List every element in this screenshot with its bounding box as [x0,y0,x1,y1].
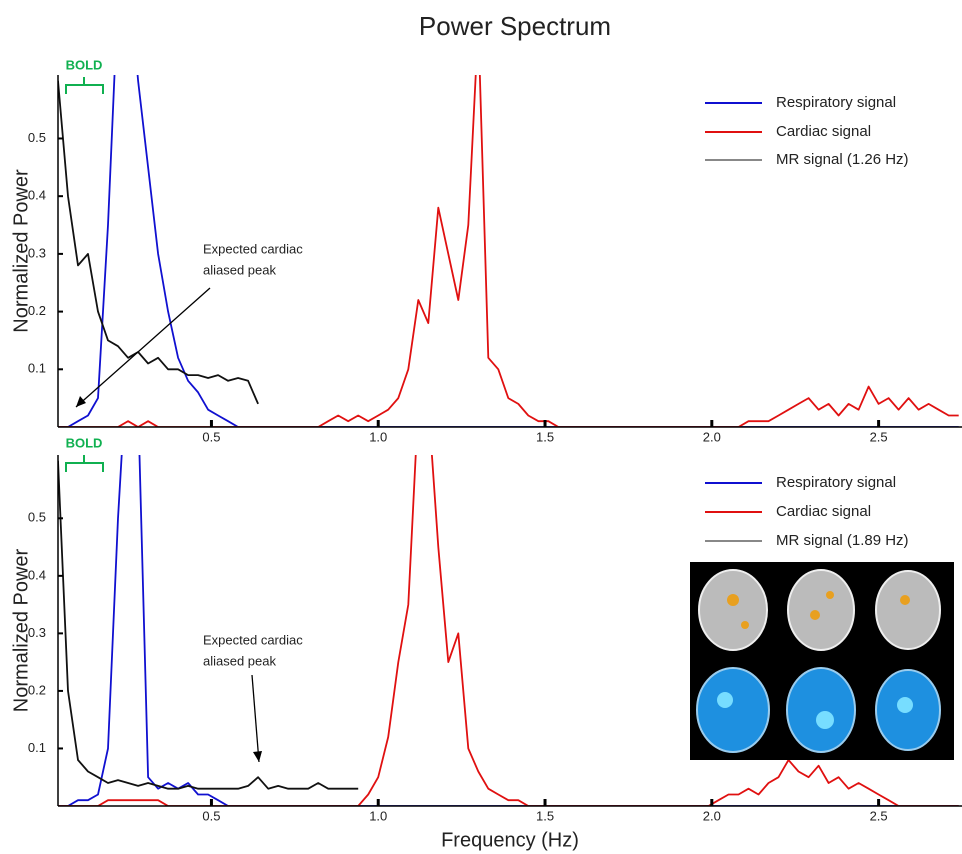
y-tick-label: 0.4 [28,188,46,203]
y-tick-label: 0.3 [28,625,46,640]
plot-area [58,75,959,427]
legend-label: Respiratory signal [776,474,896,491]
series-line [58,460,359,790]
y-tick-label: 0.5 [28,510,46,525]
x-tick-label: 1.5 [536,429,554,444]
bold-brace [65,455,104,472]
annotation-text: Expected cardiac [203,241,303,256]
x-tick-label: 1.5 [536,808,554,823]
y-tick-label: 0.2 [28,303,46,318]
legend-label: MR signal (1.89 Hz) [776,532,909,549]
y-axis-label: Normalized Power [10,169,32,333]
x-tick-label: 2.0 [703,808,721,823]
legend-label: MR signal (1.26 Hz) [776,151,909,168]
annotation-arrow [251,674,260,763]
x-tick-label: 0.5 [202,429,220,444]
x-axis-label: Frequency (Hz) [441,829,579,851]
series-line [58,455,959,806]
annotation-text: aliased peak [203,262,276,277]
x-tick-label: 2.5 [870,429,888,444]
series-line [58,75,959,427]
plot-area [58,455,959,806]
y-tick-label: 0.1 [28,740,46,755]
x-tick-label: 2.0 [703,429,721,444]
arrow-head [253,751,262,762]
series-line [58,80,259,405]
x-tick-label: 2.5 [870,808,888,823]
x-tick-label: 1.0 [369,808,387,823]
legend-label: Respiratory signal [776,94,896,111]
y-tick-label: 0.4 [28,567,46,582]
annotation-text: Expected cardiac [203,632,303,647]
chart-title: Power Spectrum [419,11,611,41]
series-line [58,455,959,806]
bold-brace [65,77,104,94]
y-tick-label: 0.1 [28,361,46,376]
brain-inset [690,562,954,760]
bold-label: BOLD [66,57,103,72]
series-line [58,75,959,427]
legend-label: Cardiac signal [776,123,871,140]
y-tick-label: 0.3 [28,245,46,260]
x-tick-label: 0.5 [202,808,220,823]
legend-label: Cardiac signal [776,503,871,520]
annotation-text: aliased peak [203,653,276,668]
arrow-head [76,396,86,407]
x-tick-label: 1.0 [369,429,387,444]
y-tick-label: 0.5 [28,130,46,145]
y-tick-label: 0.2 [28,682,46,697]
y-axis-label: Normalized Power [10,548,32,712]
annotation-arrow [75,287,211,408]
bold-label: BOLD [66,435,103,450]
